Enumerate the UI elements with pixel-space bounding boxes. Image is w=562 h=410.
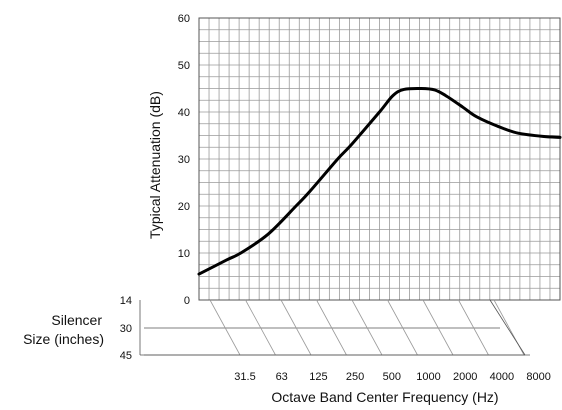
silencer-label-line2: Size (inches) bbox=[23, 331, 104, 347]
silencer-size-label: 14 bbox=[120, 295, 132, 307]
attenuation-series bbox=[197, 86, 562, 276]
x-tick-label: 63 bbox=[276, 371, 288, 383]
y-tick-label: 50 bbox=[178, 60, 190, 72]
plot-border bbox=[198, 17, 561, 301]
x-axis-title: Octave Band Center Frequency (Hz) bbox=[271, 389, 498, 405]
x-tick-label: 31.5 bbox=[234, 371, 255, 383]
y-tick-label: 10 bbox=[178, 248, 190, 260]
grid bbox=[199, 18, 560, 300]
y-tick-label: 60 bbox=[178, 13, 190, 25]
x-tick-label: 8000 bbox=[526, 371, 550, 383]
silencer-diagonal bbox=[209, 299, 241, 356]
silencer-size-label: 30 bbox=[120, 323, 132, 335]
y-axis-title: Typical Attenuation (dB) bbox=[147, 91, 163, 239]
silencer-diagonal bbox=[316, 299, 347, 356]
silencer-size-label: 45 bbox=[120, 350, 132, 362]
y-tick-label: 0 bbox=[184, 295, 190, 307]
silencer-diagonal bbox=[245, 299, 276, 356]
x-tick-label: 125 bbox=[309, 371, 327, 383]
x-tick-label: 4000 bbox=[490, 371, 514, 383]
y-tick-label: 20 bbox=[178, 201, 190, 213]
silencer-diagonal bbox=[387, 299, 418, 356]
x-tick-label: 500 bbox=[383, 371, 401, 383]
silencer-label-line1: Silencer bbox=[51, 312, 102, 328]
silencer-diagonal bbox=[351, 299, 383, 356]
plot-frame bbox=[198, 17, 561, 301]
x-tick-label: 1000 bbox=[416, 371, 440, 383]
x-tick-label: 2000 bbox=[453, 371, 477, 383]
silencer-size-grid: 14 30 45 bbox=[120, 295, 530, 362]
silencer-diagonal bbox=[458, 299, 489, 356]
silencer-right-edge bbox=[489, 299, 526, 356]
silencer-diagonal bbox=[422, 299, 454, 356]
y-tick-label: 30 bbox=[178, 154, 190, 166]
attenuation-curve bbox=[197, 86, 562, 276]
x-tick-labels: 31.5 63 125 250 500 1000 2000 4000 8000 bbox=[234, 371, 551, 383]
y-tick-label: 40 bbox=[178, 107, 190, 119]
x-tick-label: 250 bbox=[346, 371, 364, 383]
silencer-diagonal bbox=[280, 299, 312, 356]
y-tick-labels: 0 10 20 30 40 50 60 bbox=[178, 13, 190, 307]
